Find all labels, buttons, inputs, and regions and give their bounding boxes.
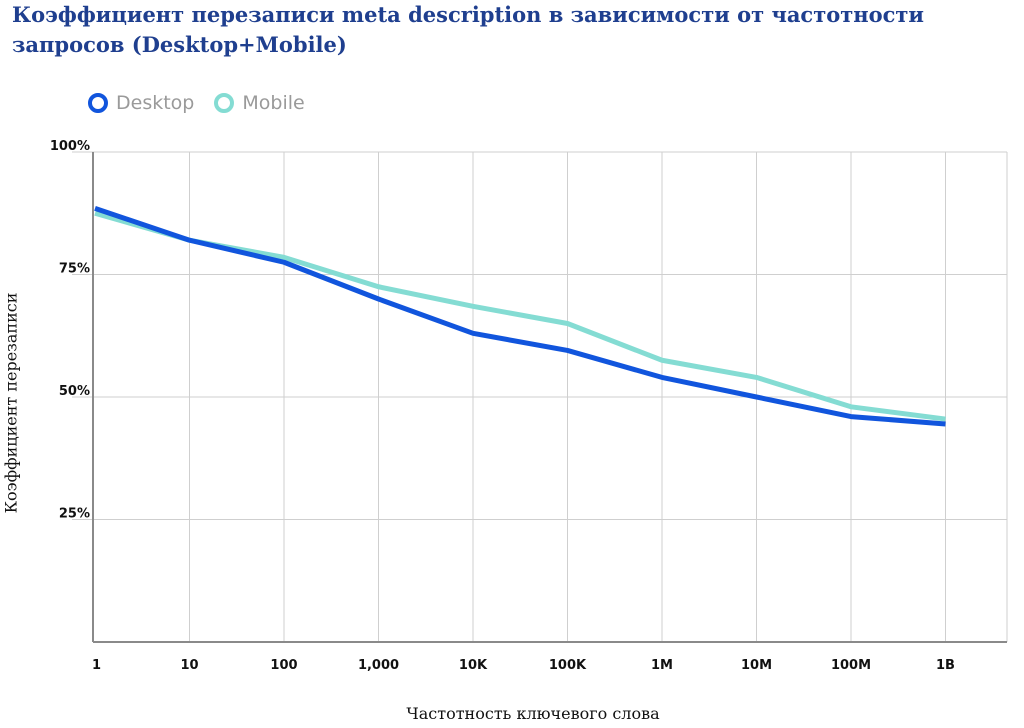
legend-item-mobile: Mobile	[214, 89, 305, 117]
chart-grid	[72, 151, 1008, 642]
legend-marker-mobile	[214, 93, 235, 113]
x-tick-label: 1,000	[358, 658, 399, 673]
legend-label-desktop: Desktop	[116, 92, 195, 114]
x-tick-label: 10M	[741, 658, 772, 673]
chart-axes	[92, 152, 1007, 643]
x-tick-label: 100	[270, 658, 297, 673]
x-tick-label: 1M	[651, 658, 673, 673]
x-tick-label: 1B	[936, 658, 955, 673]
y-tick-label: 75%	[59, 262, 90, 277]
series-line-mobile	[94, 210, 946, 422]
chart-title: Коэффициент перезаписи meta description …	[12, 2, 924, 57]
legend-label-mobile: Mobile	[242, 92, 305, 114]
y-tick-label: 100%	[50, 139, 90, 154]
legend-item-desktop: Desktop	[88, 89, 194, 117]
chart-series	[94, 205, 946, 427]
x-tick-label: 100M	[831, 658, 871, 673]
y-tick-label: 50%	[59, 384, 90, 399]
series-line-desktop	[94, 205, 946, 427]
x-tick-label: 1	[92, 658, 101, 673]
chart-tick-labels: 100% 75% 50% 25% 1 10 100 1,000 10K 100K 1M 10M 100M…	[50, 139, 955, 673]
x-tick-label: 100K	[549, 658, 587, 673]
x-tick-label: 10K	[459, 658, 488, 673]
y-tick-label: 25%	[59, 507, 90, 522]
x-tick-label: 10	[180, 658, 198, 673]
chart-legend: Desktop Mobile	[88, 89, 305, 117]
legend-marker-desktop	[88, 93, 108, 113]
x-axis-label: Частотность ключевого слова	[406, 704, 660, 723]
